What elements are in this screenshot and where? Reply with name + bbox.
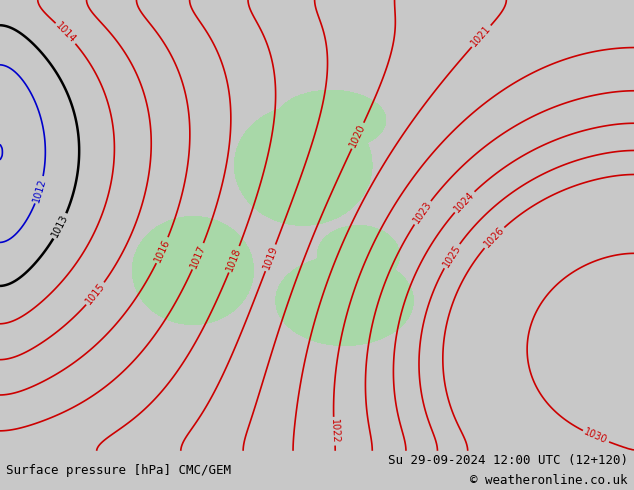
Text: 1012: 1012 bbox=[32, 177, 48, 203]
Text: 1014: 1014 bbox=[54, 21, 78, 46]
Text: Surface pressure [hPa] CMC/GEM: Surface pressure [hPa] CMC/GEM bbox=[6, 464, 231, 477]
Text: © weatheronline.co.uk: © weatheronline.co.uk bbox=[470, 474, 628, 487]
Text: 1022: 1022 bbox=[328, 418, 340, 444]
Text: 1015: 1015 bbox=[84, 281, 107, 306]
Text: 1021: 1021 bbox=[469, 24, 493, 49]
Text: 1020: 1020 bbox=[348, 122, 368, 149]
Text: 1019: 1019 bbox=[261, 245, 280, 271]
Text: 1024: 1024 bbox=[452, 190, 477, 214]
Text: 1030: 1030 bbox=[583, 427, 609, 446]
Text: 1026: 1026 bbox=[482, 225, 506, 250]
Text: 1017: 1017 bbox=[189, 243, 207, 270]
Text: Su 29-09-2024 12:00 UTC (12+120): Su 29-09-2024 12:00 UTC (12+120) bbox=[387, 454, 628, 467]
Text: 1013: 1013 bbox=[50, 213, 70, 239]
Text: 1018: 1018 bbox=[225, 246, 243, 272]
Text: 1016: 1016 bbox=[153, 237, 172, 264]
Text: 1025: 1025 bbox=[441, 243, 463, 269]
Text: 1023: 1023 bbox=[411, 199, 434, 225]
